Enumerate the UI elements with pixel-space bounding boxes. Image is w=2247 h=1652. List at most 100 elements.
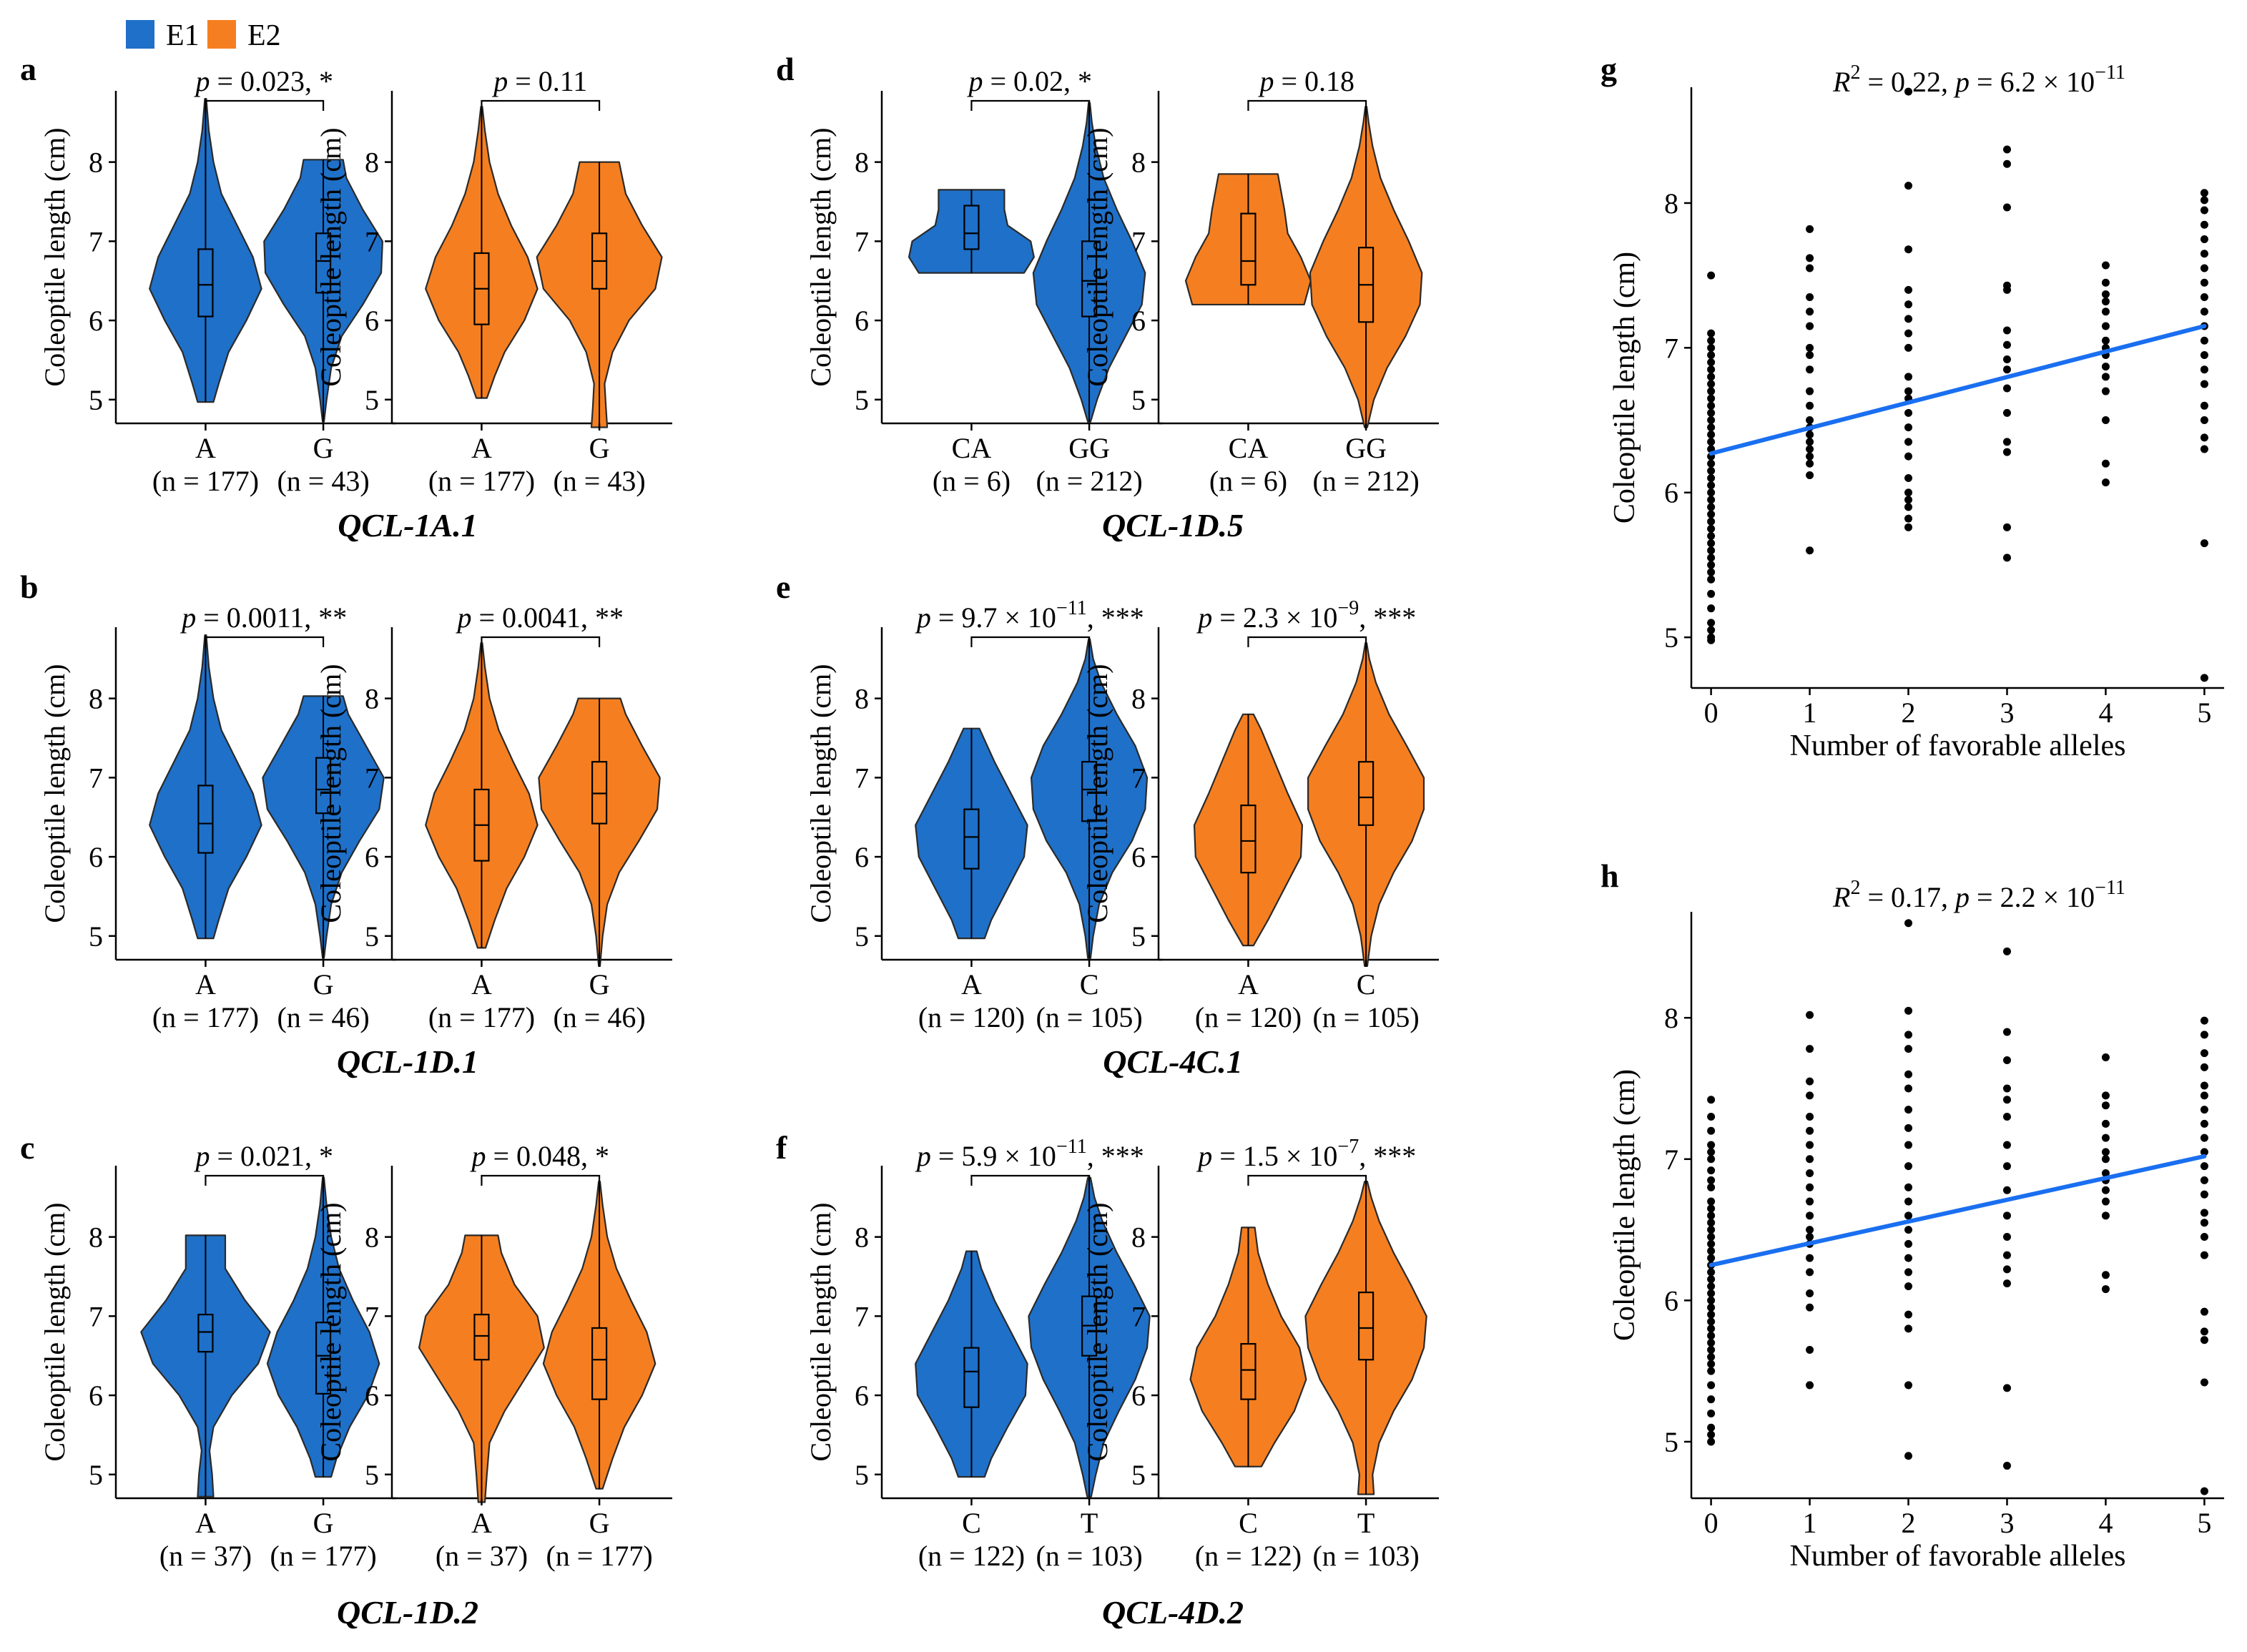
- data-point: [2200, 674, 2208, 682]
- box: [1081, 240, 1098, 318]
- data-point: [1707, 1239, 1716, 1248]
- data-point: [1707, 1296, 1716, 1304]
- data-point: [2101, 1091, 2110, 1100]
- data-point: [1806, 264, 1814, 272]
- p-exponent: −11: [1056, 597, 1087, 619]
- y-tick-label: 5: [365, 1459, 379, 1491]
- data-point: [1904, 1045, 1913, 1053]
- x-tick-label: 2: [1902, 1507, 1916, 1539]
- p-symbol: p: [1196, 601, 1212, 634]
- y-tick-label: 5: [1131, 920, 1146, 953]
- violin-plot-e1: 5 6 7 8 Coleoptile length (cm) A(n = 120) C(n …: [805, 597, 1162, 1033]
- p-value-label: p = 1.5 × 10−7, ***: [1196, 1136, 1416, 1172]
- data-point: [1806, 452, 1814, 461]
- group-size-label: (n = 37): [159, 1540, 252, 1572]
- data-point: [1806, 1045, 1814, 1053]
- data-point: [2101, 278, 2110, 287]
- y-tick-label: 8: [855, 147, 869, 179]
- data-point: [1904, 408, 1913, 417]
- p-value: = 6.2 × 10: [1970, 66, 2095, 98]
- p-value: = 0.0011, **: [196, 601, 347, 634]
- data-point: [2200, 1016, 2208, 1025]
- x-tick-label: G: [313, 968, 334, 1000]
- group-size-label: (n = 6): [1209, 465, 1287, 497]
- x-tick-label: CA: [952, 432, 992, 464]
- data-point: [2200, 1219, 2208, 1227]
- y-tick-label: 5: [1131, 1459, 1146, 1491]
- data-point: [1806, 416, 1814, 425]
- data-point: [2002, 1384, 2011, 1392]
- y-tick-label: 8: [1131, 147, 1146, 179]
- data-point: [1904, 488, 1913, 497]
- data-point: [2002, 1462, 2011, 1470]
- y-tick-label: 7: [365, 762, 379, 794]
- box: [1240, 1343, 1257, 1400]
- data-point: [1806, 1254, 1814, 1262]
- data-point: [2002, 408, 2011, 417]
- data-point: [2002, 1279, 2011, 1288]
- x-tick-label: C: [1357, 968, 1376, 1000]
- data-point: [2200, 1190, 2208, 1199]
- data-point: [1904, 523, 1913, 531]
- y-tick-label: 6: [1131, 1380, 1146, 1412]
- data-point: [1707, 636, 1716, 644]
- data-point: [1806, 1346, 1814, 1354]
- data-point: [2101, 1119, 2110, 1128]
- data-point: [1707, 531, 1716, 540]
- data-point: [1707, 271, 1716, 280]
- data-point: [2002, 285, 2011, 294]
- data-point: [1904, 245, 1913, 254]
- data-point: [2200, 1106, 2208, 1114]
- data-point: [2200, 196, 2208, 205]
- data-point: [1707, 1155, 1716, 1164]
- data-point: [1707, 423, 1716, 432]
- qtl-label: QCL-4C.1: [1103, 1043, 1243, 1080]
- data-point: [1707, 1395, 1716, 1404]
- data-point: [1904, 1084, 1913, 1093]
- data-point: [1806, 471, 1814, 479]
- data-point: [2002, 1251, 2011, 1259]
- data-point: [2002, 1211, 2011, 1220]
- data-point: [2200, 380, 2208, 388]
- data-point: [1806, 1183, 1814, 1191]
- data-point: [2002, 947, 2011, 955]
- data-point: [1707, 1247, 1716, 1255]
- data-point: [1707, 554, 1716, 562]
- data-point: [1707, 1430, 1716, 1439]
- box: [591, 1327, 608, 1400]
- legend-swatch-e2: [207, 20, 236, 49]
- data-point: [1707, 1197, 1716, 1206]
- data-point: [1707, 1268, 1716, 1277]
- y-tick-label: 6: [365, 305, 379, 337]
- data-point: [1707, 575, 1716, 584]
- data-point: [1707, 329, 1716, 338]
- data-point: [1904, 919, 1913, 928]
- p-value: = 9.7 × 10: [931, 601, 1056, 634]
- y-tick-label: 6: [89, 841, 103, 873]
- data-point: [1707, 1219, 1716, 1227]
- data-point: [2101, 298, 2110, 306]
- y-tick-label: 8: [365, 683, 379, 715]
- y-tick-label: 5: [1131, 384, 1146, 416]
- p-symbol: p: [193, 1140, 210, 1172]
- data-point: [2200, 336, 2208, 345]
- data-point: [1707, 336, 1716, 345]
- data-point: [1806, 254, 1814, 262]
- p-significance: , ***: [1087, 601, 1144, 634]
- data-point: [1707, 1096, 1716, 1104]
- x-tick-label: 4: [2098, 1507, 2113, 1539]
- data-point: [1806, 1303, 1814, 1312]
- p-value: = 0.18: [1274, 65, 1354, 97]
- regression-stats-label: R2 = 0.17, p = 2.2 × 10−11: [1832, 877, 2125, 913]
- data-point: [1707, 466, 1716, 475]
- data-point: [2002, 554, 2011, 562]
- data-point: [1707, 358, 1716, 367]
- group-size-label: (n = 212): [1312, 465, 1419, 497]
- data-point: [2002, 1096, 2011, 1104]
- violin-plot-e1: 5 6 7 8 Coleoptile length (cm) A(n = 177) G(n …: [39, 601, 396, 1033]
- x-tick-label: A: [471, 1507, 492, 1539]
- data-point: [2200, 1378, 2208, 1387]
